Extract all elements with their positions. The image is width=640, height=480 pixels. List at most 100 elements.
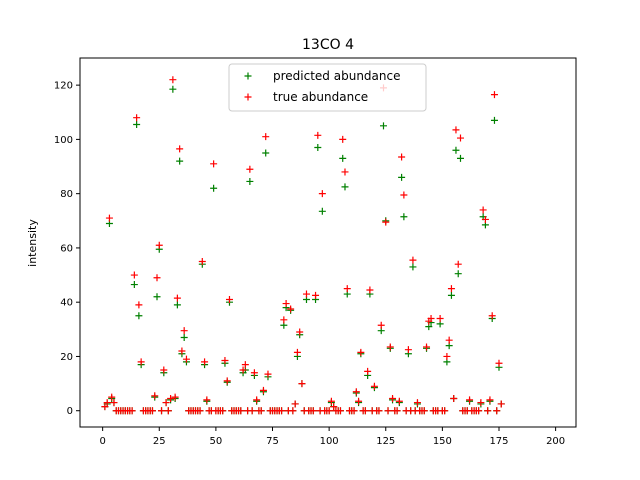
- data-point: [325, 407, 333, 415]
- data-point: [375, 407, 383, 415]
- data-point: [110, 399, 118, 407]
- data-point: [198, 257, 206, 265]
- data-point: [130, 281, 138, 289]
- series-layer: [101, 76, 505, 415]
- legend-label: predicted abundance: [273, 69, 400, 83]
- data-point: [278, 407, 286, 415]
- x-tick-label: 200: [546, 436, 565, 447]
- data-point: [484, 407, 492, 415]
- data-point: [452, 126, 460, 134]
- data-point: [361, 407, 369, 415]
- data-point: [452, 146, 460, 154]
- data-point: [291, 400, 299, 408]
- data-point: [178, 347, 186, 355]
- data-point: [259, 386, 267, 394]
- data-point: [135, 312, 143, 320]
- data-point: [350, 407, 358, 415]
- data-point: [282, 300, 290, 308]
- data-point: [262, 133, 270, 141]
- data-point: [490, 91, 498, 99]
- data-point: [298, 380, 306, 388]
- x-tick-label: 0: [99, 436, 105, 447]
- data-point: [339, 154, 347, 162]
- data-point: [352, 388, 360, 396]
- data-point: [237, 407, 245, 415]
- data-point: [490, 116, 498, 124]
- data-point: [160, 366, 168, 374]
- data-point: [250, 369, 258, 377]
- data-point: [280, 316, 288, 324]
- data-point: [481, 215, 489, 223]
- plot-frame: [79, 57, 577, 428]
- data-point: [133, 114, 141, 122]
- data-point: [210, 160, 218, 168]
- data-point: [493, 407, 501, 415]
- data-point: [262, 149, 270, 157]
- plot-background: [80, 58, 576, 427]
- plot-area: [79, 57, 577, 428]
- data-point: [253, 396, 261, 404]
- x-tick-label: 125: [376, 436, 395, 447]
- data-point: [336, 407, 344, 415]
- data-point: [393, 407, 401, 415]
- data-point: [488, 312, 496, 320]
- data-point: [384, 407, 392, 415]
- data-point: [409, 263, 417, 271]
- data-point: [330, 403, 338, 411]
- data-point: [379, 122, 387, 130]
- data-point: [447, 291, 455, 299]
- data-point: [221, 357, 229, 365]
- data-point: [427, 314, 435, 322]
- x-tick-label: 100: [320, 436, 339, 447]
- data-point: [176, 145, 184, 153]
- data-point: [445, 336, 453, 344]
- data-point: [103, 399, 111, 407]
- y-tick-label: 20: [60, 352, 73, 363]
- data-point: [153, 293, 161, 301]
- data-point: [241, 361, 249, 369]
- data-point: [153, 274, 161, 282]
- data-point: [400, 213, 408, 221]
- x-tick-label: 175: [489, 436, 508, 447]
- data-point: [443, 352, 451, 360]
- data-point: [257, 407, 265, 415]
- data-point: [101, 403, 109, 411]
- data-point: [454, 260, 462, 268]
- x-tick-label: 150: [433, 436, 452, 447]
- data-point: [343, 285, 351, 293]
- data-point: [341, 183, 349, 191]
- data-point: [454, 270, 462, 278]
- x-tick-label: 25: [153, 436, 166, 447]
- legend-label: true abundance: [273, 90, 368, 104]
- data-point: [398, 173, 406, 181]
- data-point: [355, 397, 363, 405]
- data-point: [441, 407, 449, 415]
- data-point: [164, 407, 172, 415]
- data-point: [366, 286, 374, 294]
- y-tick-label: 60: [60, 243, 73, 254]
- data-point: [466, 396, 474, 404]
- data-point: [450, 395, 458, 403]
- data-point: [447, 285, 455, 293]
- data-point: [201, 358, 209, 366]
- data-point: [409, 256, 417, 264]
- data-point: [341, 168, 349, 176]
- data-point: [314, 144, 322, 152]
- data-point: [404, 346, 412, 354]
- data-point: [389, 395, 397, 403]
- chart-title: 13CO 4: [302, 37, 354, 53]
- data-point: [173, 301, 181, 309]
- data-point: [182, 355, 190, 363]
- data-point: [364, 367, 372, 375]
- data-point: [246, 177, 254, 185]
- data-point: [287, 305, 295, 313]
- y-axis-title: intensity: [26, 219, 39, 267]
- data-point: [246, 165, 254, 173]
- data-point: [357, 348, 365, 356]
- y-tick-label: 120: [54, 81, 73, 92]
- data-point: [105, 214, 113, 222]
- data-point: [223, 377, 231, 385]
- legend-box: [228, 63, 427, 112]
- data-point: [413, 399, 421, 407]
